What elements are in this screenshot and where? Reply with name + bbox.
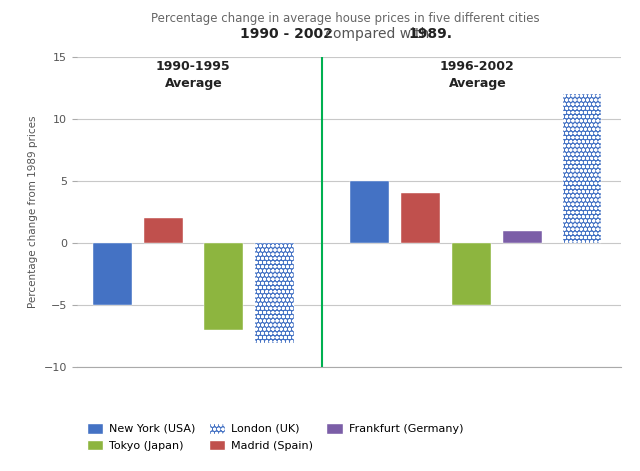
Text: 1990 - 2002: 1990 - 2002 xyxy=(240,27,333,41)
Bar xyxy=(204,243,243,330)
Bar xyxy=(401,193,440,243)
Text: Percentage change in average house prices in five different cities: Percentage change in average house price… xyxy=(151,12,540,25)
Text: 1990-1995: 1990-1995 xyxy=(156,60,230,73)
Text: compared with: compared with xyxy=(321,27,434,41)
Bar xyxy=(350,181,389,243)
Bar xyxy=(93,243,132,305)
Bar xyxy=(563,94,602,243)
Bar xyxy=(255,243,294,342)
Bar xyxy=(452,243,491,305)
Bar xyxy=(503,231,541,243)
Text: 1996-2002: 1996-2002 xyxy=(440,60,515,73)
Legend: New York (USA), Tokyo (Japan), London (UK), Madrid (Spain), Frankfurt (Germany): New York (USA), Tokyo (Japan), London (U… xyxy=(83,418,467,455)
Text: Average: Average xyxy=(164,77,222,90)
Text: Average: Average xyxy=(449,77,506,90)
Bar xyxy=(144,218,183,243)
Y-axis label: Percentage change from 1989 prices: Percentage change from 1989 prices xyxy=(28,116,38,308)
Text: 1989.: 1989. xyxy=(408,27,452,41)
